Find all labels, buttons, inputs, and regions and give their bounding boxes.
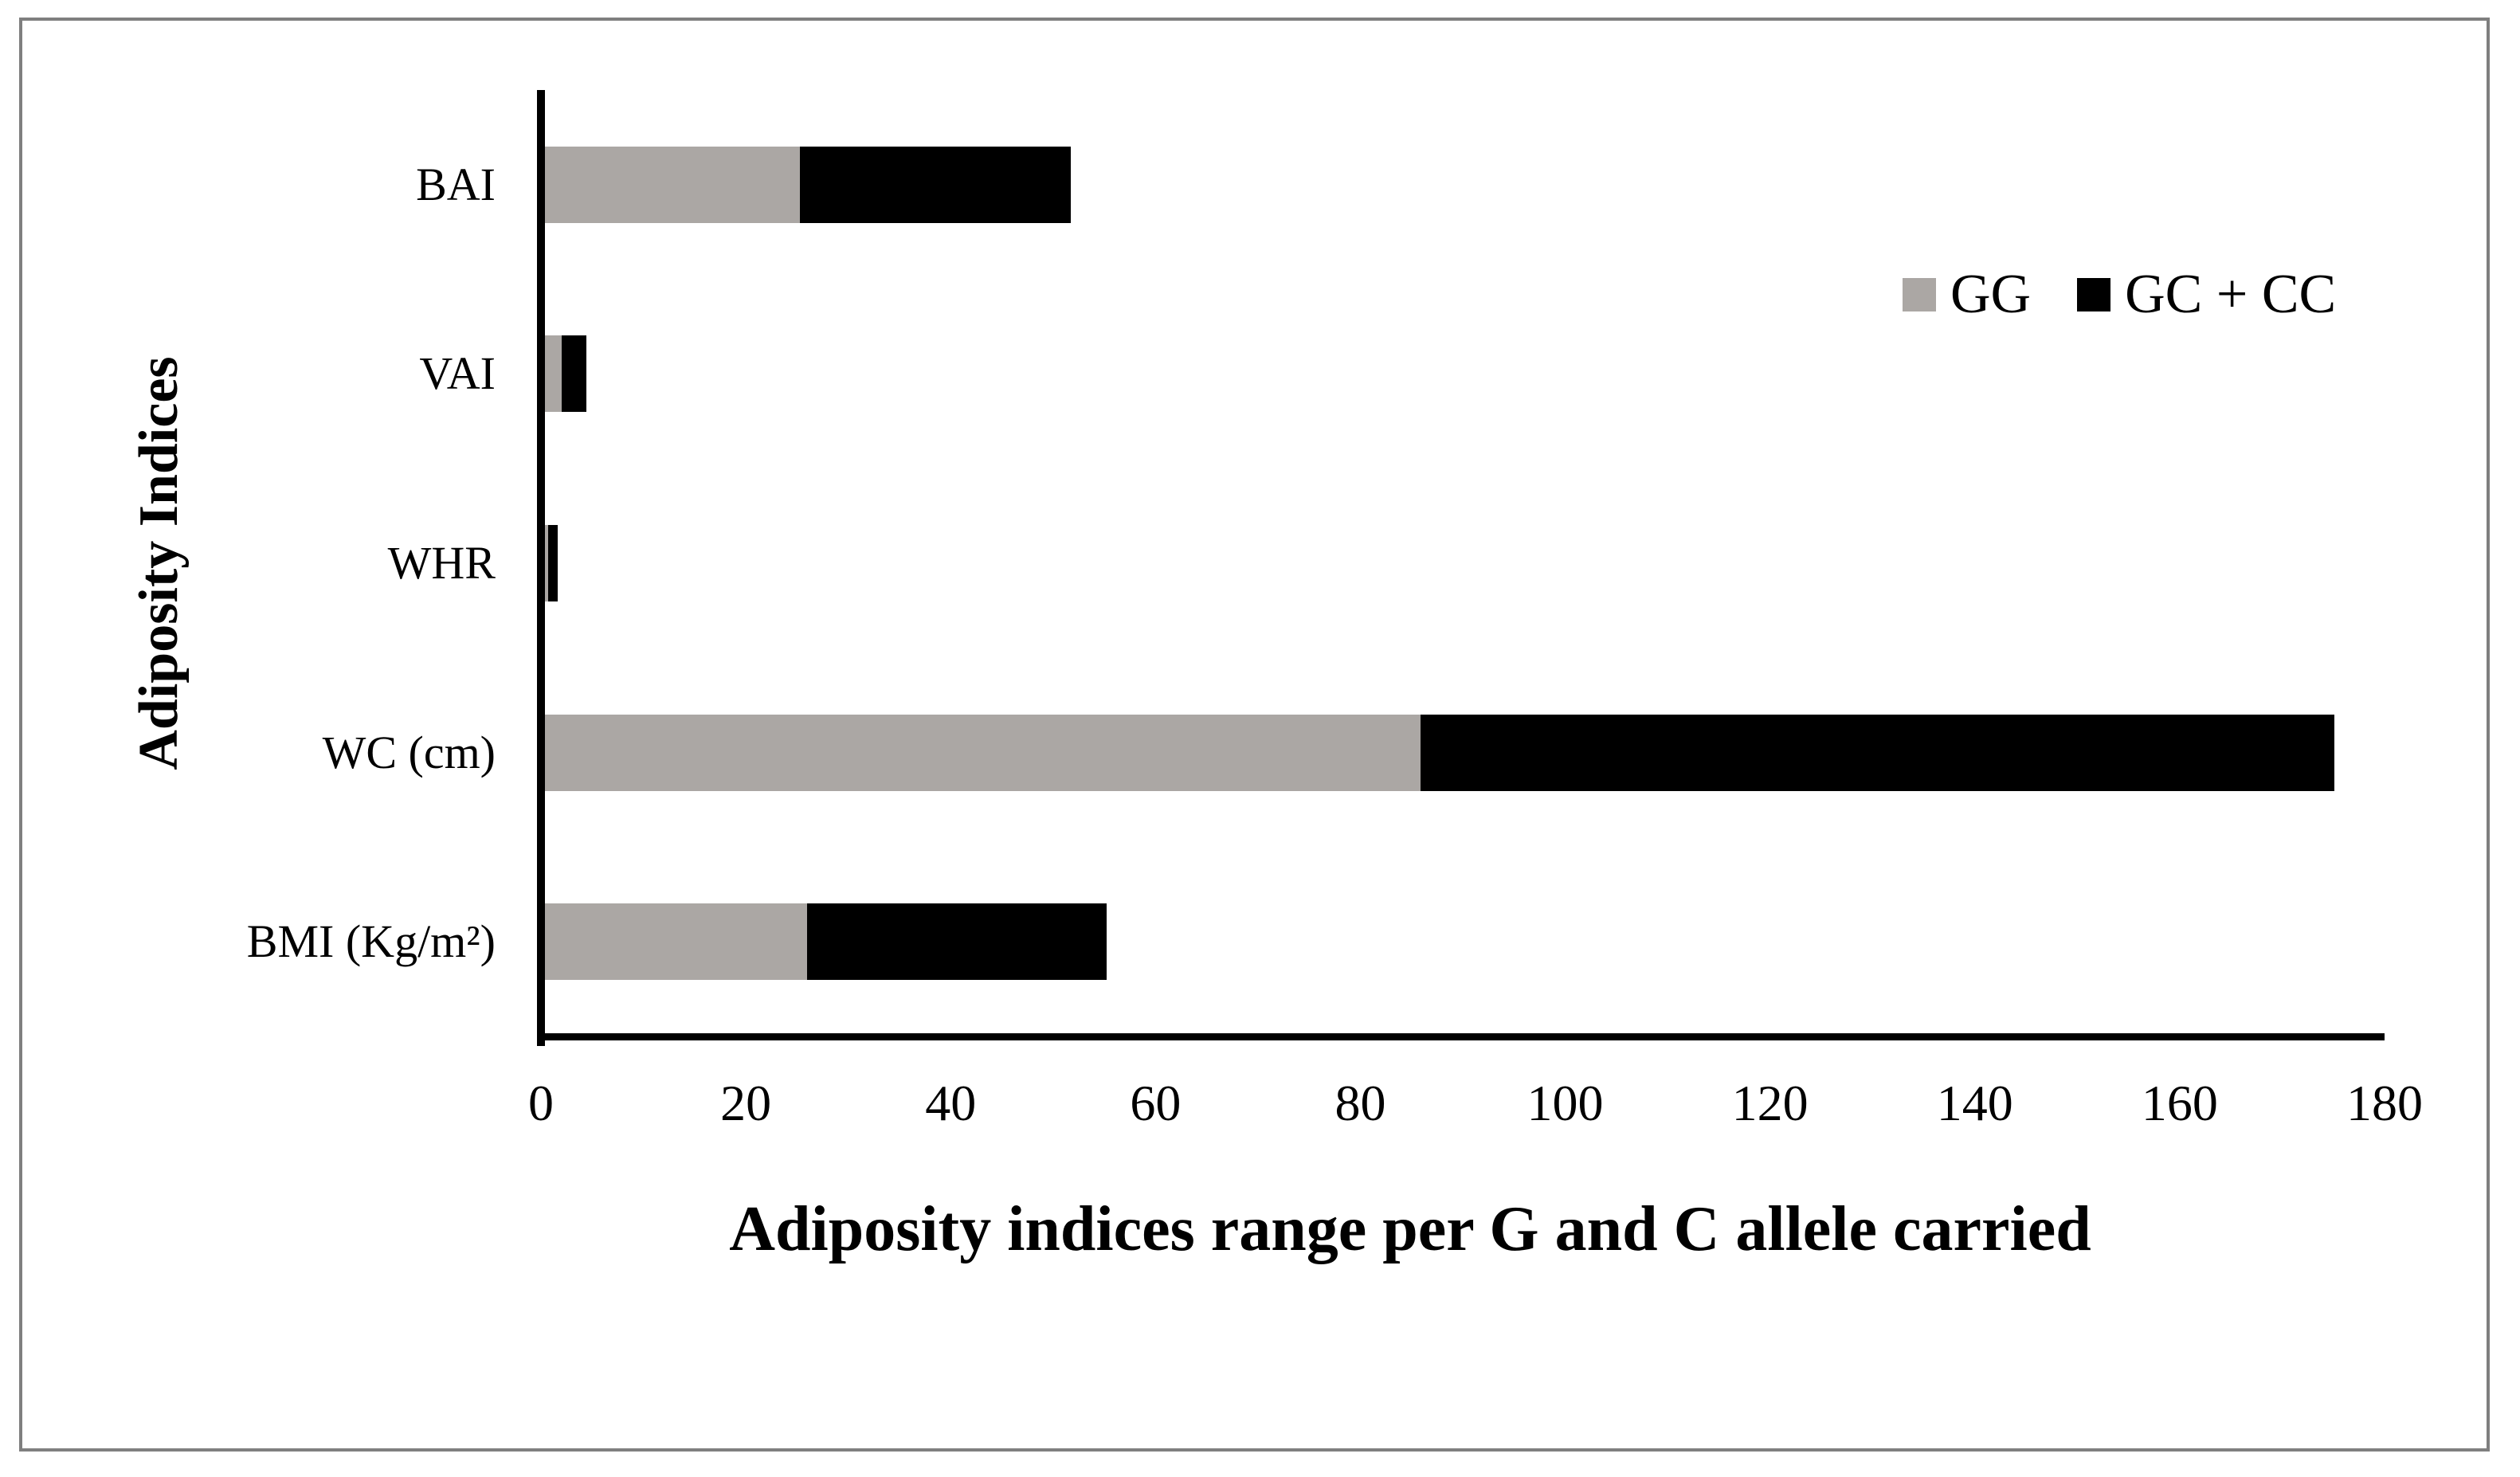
x-tick-label-100: 100 bbox=[1527, 1075, 1604, 1131]
bar-segment-gc-cc-wc-cm bbox=[1421, 714, 2334, 791]
bar-segment-gc-cc-whr bbox=[547, 525, 558, 601]
bar-segment-gc-cc-bmi-kg-m bbox=[807, 903, 1107, 981]
legend-entry-gg: GG bbox=[1903, 263, 2031, 327]
chart-legend: GG GC + CC bbox=[1903, 263, 2336, 327]
y-axis-line bbox=[537, 90, 545, 1046]
x-tick-label-140: 140 bbox=[1936, 1075, 2013, 1131]
x-tick-label-40: 40 bbox=[925, 1075, 977, 1131]
category-label-bai: BAI bbox=[416, 158, 496, 210]
bar-segment-gg-bai bbox=[541, 146, 801, 223]
bar-segment-gg-wc-cm bbox=[541, 714, 1421, 791]
x-tick-label-60: 60 bbox=[1130, 1075, 1182, 1131]
legend-label-gg: GG bbox=[1950, 264, 2032, 325]
x-tick-label-80: 80 bbox=[1334, 1075, 1386, 1131]
x-axis-title: Adiposity indices range per G and C alle… bbox=[729, 1194, 2091, 1264]
category-label-vai: VAI bbox=[419, 347, 496, 400]
x-tick-label-160: 160 bbox=[2141, 1075, 2218, 1131]
category-label-wc-cm: WC (cm) bbox=[322, 726, 496, 778]
x-tick-label-180: 180 bbox=[2346, 1075, 2423, 1131]
legend-swatch-gg bbox=[1903, 278, 1936, 311]
x-tick-label-0: 0 bbox=[528, 1075, 554, 1131]
legend-swatch-gc-cc bbox=[2077, 278, 2111, 311]
x-tick-label-20: 20 bbox=[720, 1075, 772, 1131]
x-axis-line bbox=[537, 1033, 2385, 1040]
legend-label-gc-cc: GC + CC bbox=[2125, 264, 2337, 325]
category-label-bmi-kg-m: BMI (Kg/m²) bbox=[246, 915, 496, 968]
x-tick-label-120: 120 bbox=[1731, 1075, 1809, 1131]
bar-segment-gc-cc-vai bbox=[561, 335, 586, 413]
category-label-whr: WHR bbox=[387, 537, 496, 589]
bar-segment-gc-cc-bai bbox=[800, 146, 1071, 223]
legend-entry-gc-cc: GC + CC bbox=[2077, 263, 2336, 327]
bar-segment-gg-bmi-kg-m bbox=[541, 903, 808, 981]
